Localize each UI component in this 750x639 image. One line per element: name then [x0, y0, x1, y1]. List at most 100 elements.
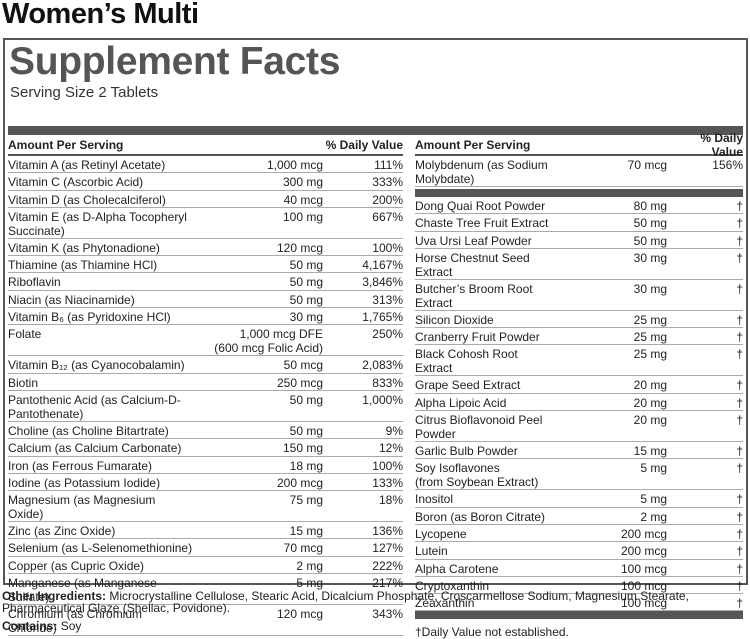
daily-value: 127%	[372, 541, 403, 556]
contains-text: Soy	[60, 619, 82, 633]
nutrient-amount: 100 mcg	[620, 578, 667, 593]
nutrient-name: Molybdenum (as Sodium Molybdate)	[415, 158, 548, 186]
nutrient-amount: 300 mg	[282, 175, 323, 190]
nutrient-row: Calcium (as Calcium Carbonate) 150 mg 12%	[8, 439, 403, 457]
nutrient-name: Magnesium (as Magnesium Oxide)	[8, 493, 156, 522]
nutrient-amount: 120 mcg	[276, 240, 323, 255]
nutrient-name: Chaste Tree Fruit Extract	[415, 216, 549, 231]
daily-value: †	[736, 526, 743, 541]
nutrient-name: Lycopene	[415, 526, 467, 541]
nutrient-name: Riboflavin	[8, 275, 61, 290]
nutrient-name: Vitamin E (as D-Alpha Tocopheryl Succina…	[8, 209, 187, 238]
divider-bar	[415, 611, 743, 620]
nutrient-amount: 25 mg	[633, 312, 667, 327]
nutrient-amount: 5 mg	[640, 492, 667, 507]
nutrient-name: Citrus Bioflavonoid Peel Powder	[415, 413, 543, 442]
nutrient-amount: 30 mg	[633, 250, 667, 265]
nutrient-amount: 1,000 mcg DFE (600 mcg Folic Acid)	[214, 327, 323, 356]
nutrient-row: Lycopene 200 mcg †	[415, 525, 743, 543]
nutrient-name: Inositol	[415, 492, 454, 507]
nutrient-row: Biotin 250 mcg 833%	[8, 374, 403, 391]
nutrient-name: Silicon Dioxide	[415, 312, 494, 327]
nutrient-amount: 50 mg	[289, 392, 323, 407]
nutrient-amount: 15 mg	[289, 524, 323, 539]
daily-value: 18%	[378, 493, 403, 508]
nutrient-amount: 75 mg	[289, 493, 323, 508]
nutrient-name: Copper (as Cupric Oxide)	[8, 558, 145, 573]
nutrient-row: Uva Ursi Leaf Powder 50 mg †	[415, 232, 743, 249]
daily-value: 12%	[378, 441, 403, 456]
nutrient-amount: 5 mg	[640, 461, 667, 476]
nutrient-name: Vitamin A (as Retinyl Acetate)	[8, 158, 166, 172]
daily-value: †	[736, 578, 743, 593]
daily-value: 100%	[372, 240, 403, 255]
nutrient-name: Horse Chestnut Seed Extract	[415, 250, 530, 279]
daily-value: 133%	[372, 475, 403, 490]
nutrient-name: Vitamin K (as Phytonadione)	[8, 240, 160, 255]
nutrient-amount: 15 mg	[633, 444, 667, 459]
nutrient-row: Iron (as Ferrous Fumarate) 18 mg 100%	[8, 457, 403, 474]
daily-value: 156%	[712, 158, 743, 172]
daily-value: 1,765%	[362, 310, 403, 325]
daily-value: †	[736, 461, 743, 476]
daily-value: 136%	[372, 524, 403, 539]
nutrient-row: Dong Quai Root Powder 80 mg †	[415, 197, 743, 215]
nutrient-name: Black Cohosh Root Extract	[415, 347, 518, 376]
nutrient-name: Folate	[8, 327, 42, 342]
nutrient-amount: 200 mcg	[620, 526, 667, 541]
divider-bar	[8, 126, 743, 135]
nutrient-amount: 200 mcg	[620, 544, 667, 559]
nutrient-name: Thiamine (as Thiamine HCl)	[8, 258, 158, 273]
nutrient-row: Folate 1,000 mcg DFE (600 mcg Folic Acid)…	[8, 325, 403, 357]
nutrient-name: Soy Isoflavones (from Soybean Extract)	[415, 461, 539, 490]
nutrient-amount: 200 mcg	[276, 475, 323, 490]
daily-value: †	[736, 413, 743, 428]
daily-value: †	[736, 330, 743, 345]
nutrient-row: Alpha Carotene 100 mcg †	[415, 560, 743, 577]
nutrient-name: Chromium (as Chromium Chloride)	[8, 607, 143, 636]
right-column: Amount Per Serving % Daily Value Molybde…	[415, 131, 743, 639]
nutrient-row: Molybdenum (as Sodium Molybdate) 70 mcg 15…	[415, 156, 743, 187]
daily-value: 4,167%	[362, 258, 403, 273]
nutrient-row: Pantothenic Acid (as Calcium-D-Pantothen…	[8, 391, 403, 422]
nutrient-name: Vitamin B₆ (as Pyridoxine HCl)	[8, 310, 171, 325]
nutrient-row: Cranberry Fruit Powder 25 mg †	[415, 328, 743, 346]
nutrient-amount: 20 mg	[633, 378, 667, 393]
daily-value: 833%	[372, 375, 403, 390]
nutrient-row: Vitamin D (as Cholecalciferol) 40 mcg 200%	[8, 191, 403, 208]
nutrient-name: Lutein	[415, 544, 448, 559]
daily-value: †	[736, 250, 743, 265]
nutrient-row: Lutein 200 mcg †	[415, 542, 743, 560]
nutrient-amount: 70 mcg	[627, 158, 667, 172]
nutrient-rows: Vitamin A (as Retinyl Acetate) 1,000 mcg 1…	[8, 156, 403, 637]
daily-value: 111%	[374, 158, 403, 172]
nutrient-row: Vitamin K (as Phytonadione) 120 mcg 100%	[8, 239, 403, 257]
nutrient-row: Magnesium (as Magnesium Oxide) 75 mg 18%	[8, 491, 403, 523]
nutrient-name: Cranberry Fruit Powder	[415, 330, 540, 345]
nutrient-row: Thiamine (as Thiamine HCl) 50 mg 4,167%	[8, 256, 403, 274]
nutrient-amount: 20 mg	[633, 413, 667, 428]
nutrient-row: Niacin (as Niacinamide) 50 mg 313%	[8, 291, 403, 309]
other-ingredients-text: Microcrystalline Cellulose, Stearic Acid…	[2, 589, 689, 615]
nutrient-amount: 150 mg	[282, 441, 323, 456]
nutrient-amount: 80 mg	[633, 199, 667, 213]
nutrient-row: Manganese (as Manganese Sulfate) 5 mg 217%	[8, 574, 403, 606]
nutrient-row: Silicon Dioxide 25 mg †	[415, 311, 743, 329]
nutrient-name: Vitamin C (Ascorbic Acid)	[8, 175, 144, 190]
other-ingredients-label: Other Ingredients:	[2, 589, 107, 603]
daily-value: †	[736, 312, 743, 327]
nutrient-amount: 100 mcg	[620, 561, 667, 576]
contains-label: Contains:	[2, 619, 58, 633]
daily-value: †	[736, 281, 743, 296]
daily-value: †	[736, 444, 743, 459]
nutrient-row: Butcher’s Broom Root Extract 30 mg †	[415, 280, 743, 311]
daily-value: †	[736, 233, 743, 248]
nutrient-rows: Molybdenum (as Sodium Molybdate) 70 mcg 15…	[415, 156, 743, 187]
ingredient-rows: Dong Quai Root Powder 80 mg † Chaste Tree F…	[415, 197, 743, 612]
facts-panel: Supplement Facts Serving Size 2 Tablets …	[3, 38, 748, 639]
nutrient-amount: 50 mg	[289, 292, 323, 307]
nutrient-amount: 2 mg	[640, 509, 667, 524]
dv-header: % Daily Value	[325, 138, 403, 152]
left-column: Amount Per Serving % Daily Value Vitamin…	[8, 136, 403, 637]
nutrient-name: Butcher’s Broom Root Extract	[415, 281, 533, 310]
